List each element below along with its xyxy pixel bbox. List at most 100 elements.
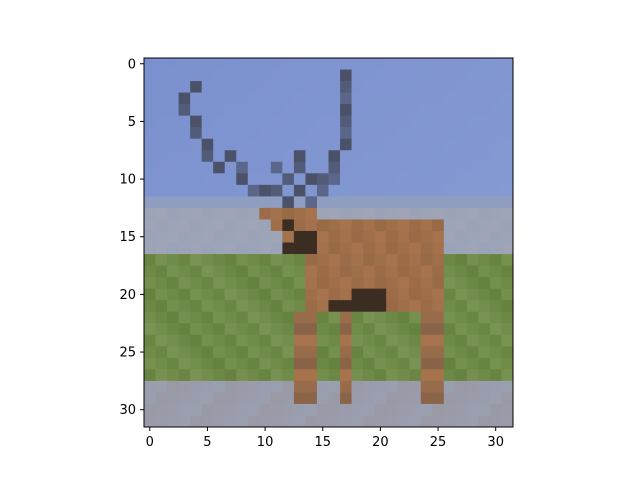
pixel	[156, 81, 168, 93]
pixel	[478, 369, 490, 381]
pixel	[467, 162, 479, 174]
pixel	[213, 404, 225, 416]
pixel	[467, 289, 479, 301]
pixel	[398, 81, 410, 93]
pixel	[432, 289, 444, 301]
pixel	[167, 358, 179, 370]
pixel	[329, 70, 341, 82]
pixel	[282, 254, 294, 266]
pixel	[156, 335, 168, 347]
pixel	[202, 254, 214, 266]
pixel	[409, 415, 421, 427]
pixel	[329, 127, 341, 139]
pixel	[352, 300, 364, 312]
pixel	[363, 104, 375, 116]
pixel	[317, 415, 329, 427]
pixel	[375, 381, 387, 393]
pixel	[271, 381, 283, 393]
pixel	[329, 415, 341, 427]
pixel	[156, 208, 168, 220]
pixel	[225, 219, 237, 231]
pixel	[144, 381, 156, 393]
pixel	[305, 254, 317, 266]
pixel	[421, 58, 433, 70]
pixel	[352, 70, 364, 82]
pixel	[213, 70, 225, 82]
pixel	[259, 173, 271, 185]
pixel	[421, 196, 433, 208]
pixel	[329, 312, 341, 324]
pixel	[190, 266, 202, 278]
pixel	[352, 415, 364, 427]
pixel	[398, 277, 410, 289]
pixel	[213, 104, 225, 116]
pixel	[409, 289, 421, 301]
pixel	[179, 185, 191, 197]
pixel	[225, 346, 237, 358]
pixel	[363, 173, 375, 185]
pixel	[467, 243, 479, 255]
pixel	[248, 266, 260, 278]
pixel	[259, 369, 271, 381]
pixel	[501, 58, 513, 70]
pixel	[305, 358, 317, 370]
pixel	[236, 93, 248, 105]
pixel	[478, 139, 490, 151]
pixel	[317, 300, 329, 312]
pixel	[352, 358, 364, 370]
pixel	[340, 277, 352, 289]
pixel	[213, 323, 225, 335]
pixel	[386, 196, 398, 208]
pixel	[179, 243, 191, 255]
pixel	[190, 381, 202, 393]
pixel	[352, 392, 364, 404]
pixel	[386, 116, 398, 128]
pixel	[202, 70, 214, 82]
pixel	[340, 231, 352, 243]
pixel	[213, 185, 225, 197]
pixel	[190, 254, 202, 266]
pixel	[236, 162, 248, 174]
pixel	[317, 139, 329, 151]
pixel	[501, 81, 513, 93]
pixel	[363, 185, 375, 197]
pixel	[386, 277, 398, 289]
pixel	[213, 289, 225, 301]
pixel	[444, 415, 456, 427]
pixel	[190, 93, 202, 105]
pixel	[409, 300, 421, 312]
pixel	[352, 369, 364, 381]
pixel	[213, 277, 225, 289]
pixel	[248, 335, 260, 347]
pixel	[317, 150, 329, 162]
pixel	[317, 173, 329, 185]
pixel	[248, 415, 260, 427]
pixel	[213, 358, 225, 370]
pixel	[398, 150, 410, 162]
pixel	[179, 70, 191, 82]
pixel	[236, 415, 248, 427]
pixel	[317, 358, 329, 370]
pixel	[271, 392, 283, 404]
pixel	[329, 404, 341, 416]
pixel	[144, 289, 156, 301]
pixel	[444, 346, 456, 358]
pixel	[455, 70, 467, 82]
pixel	[202, 139, 214, 151]
pixel	[202, 116, 214, 128]
pixel	[236, 289, 248, 301]
pixel	[432, 335, 444, 347]
pixel	[202, 289, 214, 301]
pixel	[352, 231, 364, 243]
pixel	[444, 323, 456, 335]
pixel	[375, 312, 387, 324]
pixel	[375, 93, 387, 105]
pixel	[282, 58, 294, 70]
pixel	[259, 93, 271, 105]
pixel	[444, 116, 456, 128]
pixel	[225, 392, 237, 404]
pixel	[398, 127, 410, 139]
pixel	[190, 127, 202, 139]
pixel	[156, 346, 168, 358]
pixel	[478, 404, 490, 416]
